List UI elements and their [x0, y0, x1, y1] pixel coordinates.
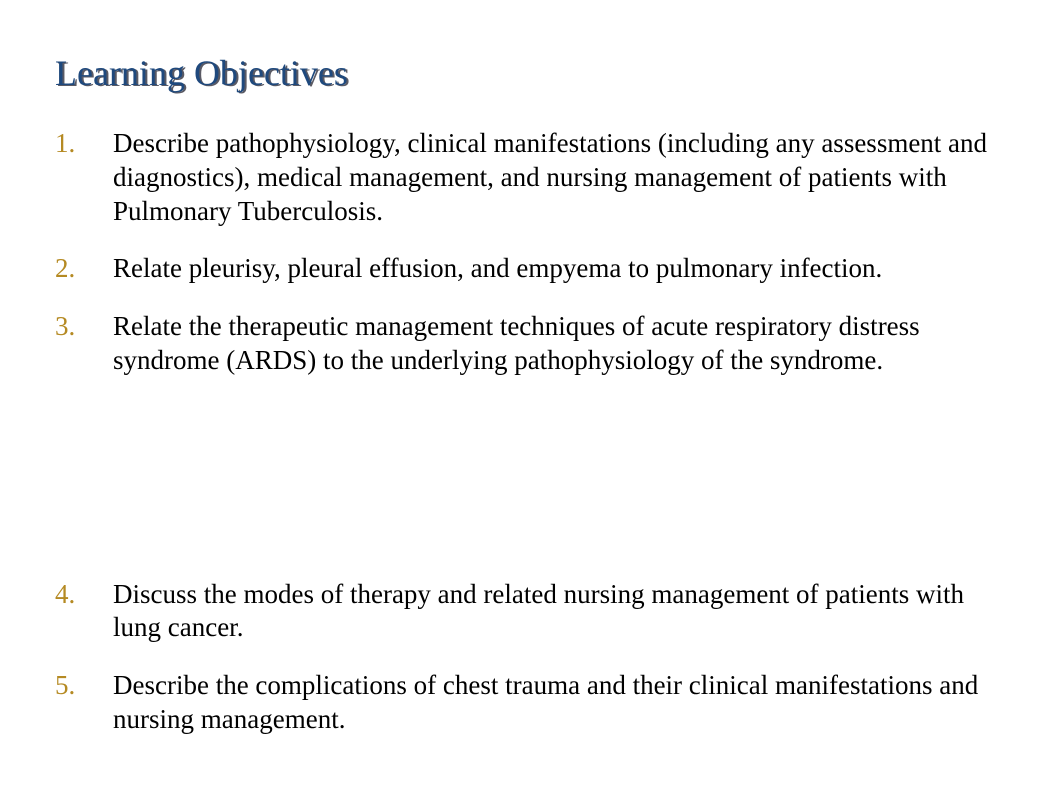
- title-text: Learning Objectives: [55, 53, 348, 93]
- objective-item: Describe the complications of chest trau…: [55, 669, 1012, 737]
- objective-text: Relate the therapeutic management techni…: [113, 311, 920, 375]
- objective-text: Discuss the modes of therapy and related…: [113, 579, 964, 643]
- objective-text: Describe the complications of chest trau…: [113, 670, 978, 734]
- objective-item: Relate the therapeutic management techni…: [55, 310, 1012, 378]
- objective-item: Relate pleurisy, pleural effusion, and e…: [55, 252, 1012, 286]
- objective-text: Relate pleurisy, pleural effusion, and e…: [113, 253, 882, 283]
- objective-text: Describe pathophysiology, clinical manif…: [113, 128, 987, 226]
- objective-item: Describe pathophysiology, clinical manif…: [55, 127, 1012, 228]
- slide: Learning Objectives Learning Objectives …: [0, 0, 1062, 797]
- objective-item: Discuss the modes of therapy and related…: [55, 578, 1012, 646]
- objectives-list: Describe pathophysiology, clinical manif…: [55, 127, 1012, 737]
- slide-title: Learning Objectives Learning Objectives: [55, 52, 1012, 95]
